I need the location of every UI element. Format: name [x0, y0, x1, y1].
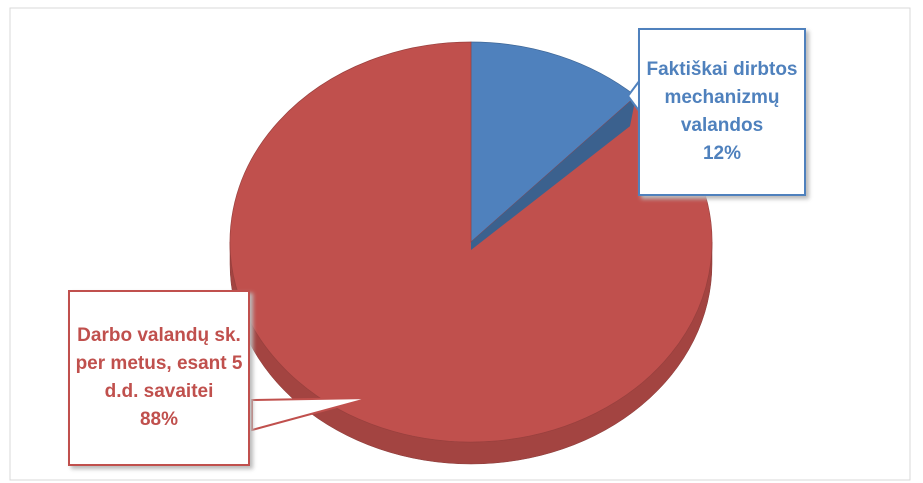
- data-label: Faktiškai dirbtos mechanizmų valandos 12…: [638, 28, 806, 196]
- category-label: Faktiškai dirbtos mechanizmų valandos: [646, 59, 798, 136]
- data-label: Darbo valandų sk. per metus, esant 5 d.d…: [68, 290, 250, 466]
- category-label: Darbo valandų sk. per metus, esant 5 d.d…: [75, 325, 243, 402]
- callout-pointer: [251, 397, 371, 432]
- value-label: 12%: [702, 143, 742, 164]
- value-label: 88%: [139, 409, 179, 430]
- plot-border: [9, 7, 911, 481]
- slice-wall: [471, 96, 636, 251]
- slice: [470, 41, 637, 243]
- pie: [229, 41, 713, 465]
